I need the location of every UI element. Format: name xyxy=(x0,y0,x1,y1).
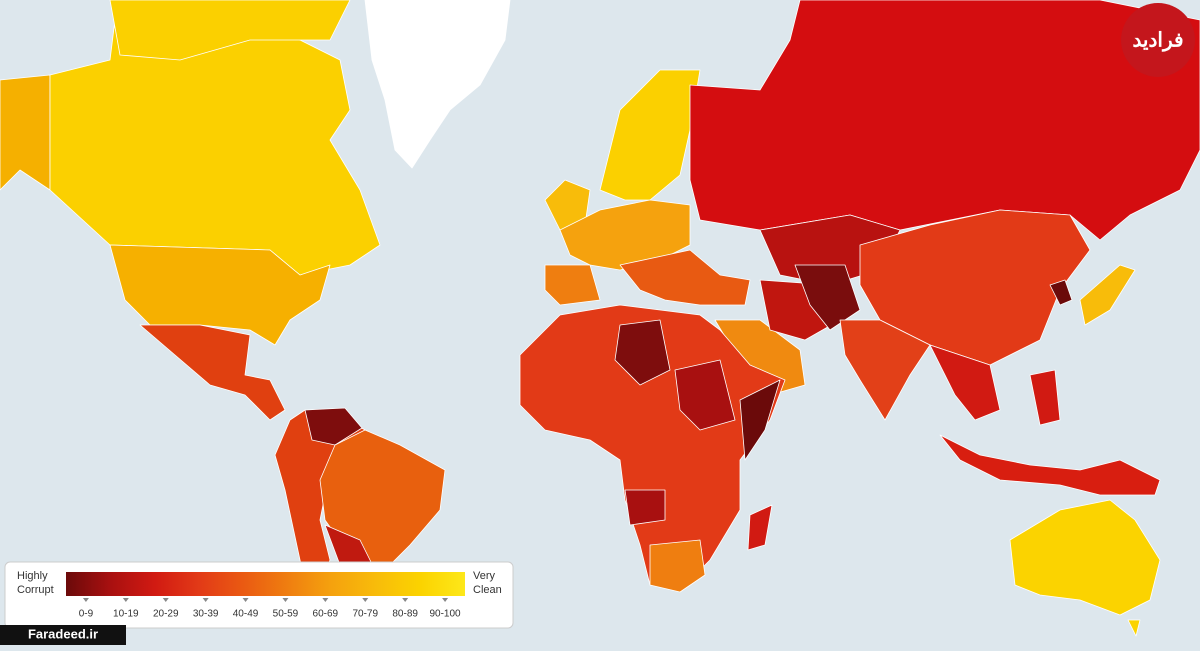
south-africa xyxy=(649,539,706,593)
iberia xyxy=(544,264,601,306)
mexico xyxy=(139,324,286,421)
angola xyxy=(624,489,666,526)
watermark-box xyxy=(0,625,126,645)
uk xyxy=(544,179,591,231)
tasmania xyxy=(1127,619,1141,637)
china xyxy=(859,209,1091,366)
legend-range-label: 10-19 xyxy=(113,609,139,620)
alaska xyxy=(0,74,51,191)
legend-tick xyxy=(242,598,249,602)
legend-range-label: 80-89 xyxy=(392,609,418,620)
indonesia xyxy=(939,434,1161,496)
legend-range-label: 70-79 xyxy=(352,609,378,620)
logo: فرادید xyxy=(1132,29,1183,52)
legend-range-label: 50-59 xyxy=(273,609,299,620)
legend-ticks: 0-9 10-19 20-29 30-39 40-49 50-59 60-69 70-79 80… xyxy=(79,598,461,620)
logo-circle xyxy=(1121,3,1195,77)
legend-low-label: Highly Corrupt xyxy=(17,570,54,596)
west-europe xyxy=(559,199,691,271)
legend-tick xyxy=(442,598,449,602)
legend-high-label: Very Clean xyxy=(473,570,502,596)
legend-range-label: 60-69 xyxy=(313,609,339,620)
canada-islands xyxy=(109,0,351,61)
legend-tick xyxy=(362,598,369,602)
indochina xyxy=(929,344,1001,421)
libya xyxy=(614,319,671,386)
legend-tick xyxy=(162,598,169,602)
legend-gradient xyxy=(66,572,465,596)
legend-tick xyxy=(322,598,329,602)
venezuela xyxy=(304,407,363,446)
madagascar xyxy=(747,504,773,551)
legend-range-label: 40-49 xyxy=(233,609,259,620)
watermark: Faradeed.ir xyxy=(28,626,98,641)
legend-range-label: 0-9 xyxy=(79,609,94,620)
india xyxy=(839,319,931,421)
legend-tick xyxy=(202,598,209,602)
north-korea xyxy=(1049,279,1073,306)
russia xyxy=(689,0,1200,241)
balkans-turkey xyxy=(619,249,751,306)
philippines xyxy=(1029,369,1061,426)
legend-range-label: 20-29 xyxy=(153,609,179,620)
legend-tick xyxy=(82,598,89,602)
usa xyxy=(109,244,331,346)
somalia xyxy=(739,379,781,461)
legend-range-label: 30-39 xyxy=(193,609,219,620)
greenland xyxy=(364,0,511,169)
legend-tick xyxy=(122,598,129,602)
australia xyxy=(1009,499,1161,616)
japan xyxy=(1079,264,1136,326)
sudan xyxy=(674,359,736,431)
legend-tick xyxy=(282,598,289,602)
legend-tick xyxy=(402,598,409,602)
legend-range-label: 90-100 xyxy=(429,609,461,620)
